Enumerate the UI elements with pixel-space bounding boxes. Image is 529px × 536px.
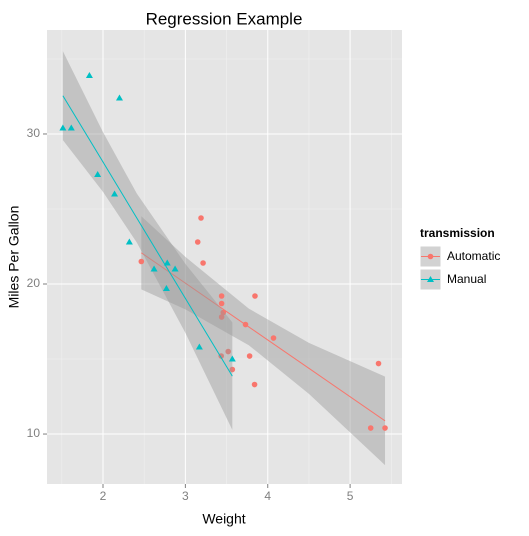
point: [375, 360, 382, 367]
point: [252, 293, 258, 299]
fit-line: [141, 252, 386, 422]
point: [200, 260, 206, 266]
point: [270, 335, 277, 341]
confidence-band: [62, 51, 233, 430]
point: [125, 238, 133, 245]
point: [162, 285, 170, 292]
legend-marker: [427, 253, 434, 260]
legend-label: Manual: [447, 272, 486, 286]
point: [218, 314, 225, 320]
point: [218, 293, 225, 299]
legend-title: transmission: [420, 226, 495, 240]
chart-title: Regression Example: [146, 9, 303, 28]
point: [111, 190, 119, 197]
point: [229, 366, 236, 373]
point: [382, 425, 388, 431]
y-tick-label: 20: [27, 276, 41, 290]
point: [228, 355, 236, 362]
legend-label: Automatic: [447, 249, 500, 263]
legend-marker: [427, 276, 434, 282]
point: [198, 215, 204, 221]
x-tick-label: 4: [264, 489, 271, 503]
point: [225, 348, 232, 355]
point: [150, 265, 158, 272]
point: [67, 124, 75, 131]
point: [85, 71, 93, 78]
point: [171, 265, 179, 272]
x-axis-label: Weight: [202, 511, 245, 527]
point: [242, 321, 249, 328]
point: [220, 309, 227, 316]
y-tick-label: 30: [27, 126, 41, 140]
point: [195, 343, 203, 350]
point: [115, 94, 123, 101]
point: [218, 300, 225, 307]
x-tick-label: 3: [182, 489, 189, 503]
point: [94, 170, 102, 177]
point: [246, 353, 253, 359]
y-axis-label: Miles Per Gallon: [6, 206, 22, 309]
point: [163, 259, 171, 266]
x-tick-label: 5: [347, 489, 354, 503]
point: [138, 258, 145, 265]
point: [194, 239, 201, 245]
point: [59, 124, 67, 131]
y-tick-label: 10: [27, 426, 41, 440]
confidence-band: [141, 216, 386, 466]
plot-background: [47, 30, 402, 484]
fit-line: [62, 95, 233, 377]
point: [367, 425, 374, 431]
point: [251, 381, 258, 388]
x-tick-label: 2: [100, 489, 107, 503]
